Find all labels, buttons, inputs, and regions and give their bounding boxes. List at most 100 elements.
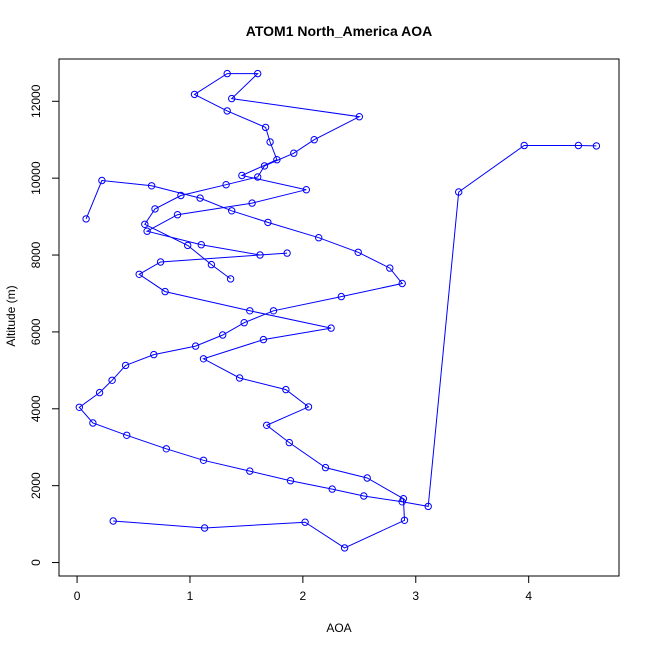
data-point [235,374,244,382]
data-point [162,445,171,453]
data-point [248,199,256,207]
data-point [95,388,104,397]
data-point [196,194,204,202]
data-point [286,477,295,485]
x-tick-label: 2 [300,589,307,603]
data-point [302,186,310,194]
data-point [82,215,90,223]
y-axis: 0 2000 4000 6000 8000 10000 12000 [29,84,60,566]
data-point [219,331,227,339]
data-point [328,485,336,493]
data-point [190,90,199,99]
data-point [184,241,192,250]
data-point [283,249,291,257]
series-line [113,73,406,549]
series-group [75,141,601,511]
data-point [340,544,349,552]
data-point [135,270,143,278]
data-point [108,376,116,384]
data-point [273,156,281,164]
series-group [109,69,409,552]
y-tick-label: 6000 [29,318,43,345]
y-tick-label: 12000 [29,84,43,118]
data-point [360,492,368,500]
data-point [199,355,208,363]
data-point [337,292,345,301]
data-point [228,94,236,103]
data-point [363,474,371,482]
data-point [191,342,200,350]
data-point [121,361,130,370]
y-tick-label: 0 [29,559,43,566]
data-point [260,162,269,170]
data-point [400,516,409,524]
y-tick-label: 2000 [29,472,43,499]
data-point [177,191,185,200]
data-point [424,502,432,511]
data-point [301,518,309,526]
data-point [161,287,169,296]
chart-title: ATOM1 North_America AOA [246,23,432,39]
data-point [310,136,318,144]
data-point [266,138,274,146]
data-point [355,113,363,121]
data-point [238,171,246,180]
series-line [78,145,597,507]
data-point [321,463,330,472]
data-point [223,69,231,78]
data-point [109,517,117,525]
y-axis-label: Altitude (m) [4,285,18,346]
data-point [263,421,271,429]
data-point [141,220,149,229]
y-tick-label: 10000 [29,161,43,195]
x-axis-label: AOA [326,621,351,635]
data-point [75,403,84,411]
data-point [398,279,406,288]
data-point [200,524,209,532]
data-point [147,182,156,190]
data-point [222,181,230,189]
data-point [199,456,208,464]
data-point [150,350,158,359]
data-point [246,307,254,315]
data-point [240,319,248,327]
data-point [386,264,394,272]
data-point [398,498,406,506]
data-point [226,275,235,283]
series-layer [75,69,601,552]
data-point [98,176,106,185]
data-point [246,467,254,475]
plot-frame [58,58,620,577]
data-point [290,149,298,157]
y-tick-label: 4000 [29,395,43,422]
x-tick-label: 1 [187,589,194,603]
data-point [261,123,270,132]
data-point [207,260,216,269]
data-point [123,431,131,439]
x-axis: 0 1 2 3 4 [74,575,532,603]
data-point [327,324,335,332]
data-point [254,69,262,78]
data-point [574,141,583,150]
data-point [156,258,165,266]
data-point [304,403,313,411]
data-point [455,188,463,196]
data-point [228,207,236,215]
data-point [592,142,601,150]
x-tick-label: 4 [525,589,532,603]
data-point [259,335,268,344]
data-point [520,141,528,150]
x-tick-label: 3 [412,589,419,603]
data-point [269,307,278,315]
data-point [197,241,206,249]
data-point [354,248,362,257]
data-point [285,438,293,447]
data-point [173,211,182,219]
x-tick-label: 0 [74,589,81,603]
data-point [315,234,323,242]
data-point [254,173,262,181]
data-point [143,227,151,235]
y-tick-label: 8000 [29,241,43,268]
